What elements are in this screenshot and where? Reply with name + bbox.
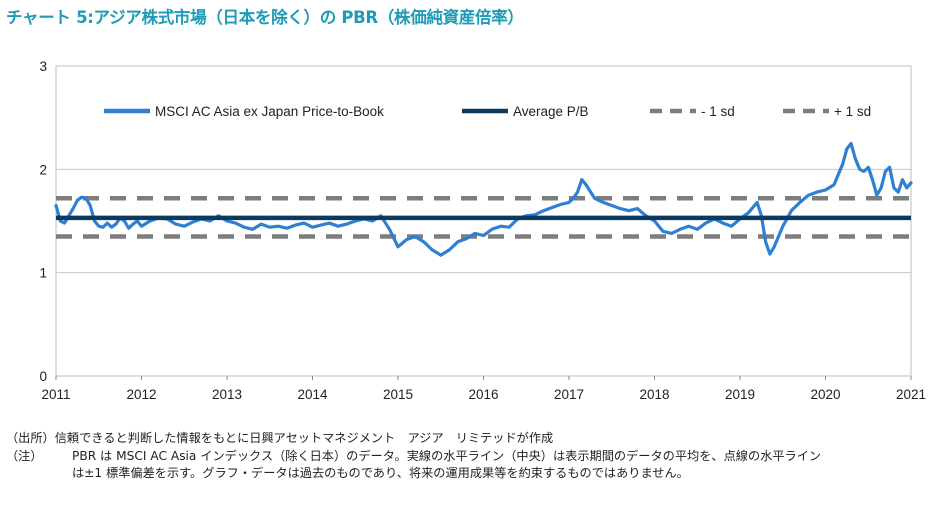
source-label: （出所） (6, 431, 55, 445)
legend-pb-label: MSCI AC Asia ex Japan Price-to-Book (155, 104, 384, 119)
note-text-1: PBR は MSCI AC Asia インデックス（除く日本）のデータ。実線の水… (72, 448, 822, 463)
chart-title: チャート 5:アジア株式市場（日本を除く）の PBR（株価純資産倍率） (6, 8, 524, 27)
y-tick-label: 0 (39, 369, 47, 384)
x-tick-label: 2012 (126, 387, 156, 402)
x-tick-label: 2018 (639, 387, 669, 402)
legend-plus-1sd-label: + 1 sd (834, 104, 871, 119)
x-tick-label: 2019 (725, 387, 755, 402)
legend-average-label: Average P/B (513, 104, 589, 119)
gridlines (56, 168, 911, 274)
axes: 0 1 2 3 2011 2012 2013 2014 2015 2016 2017 2018 2019… (39, 59, 926, 402)
y-tick-label: 1 (39, 266, 47, 281)
y-tick-label: 2 (39, 162, 47, 177)
note-line-1: （注） PBR は MSCI AC Asia インデックス（除く日本）のデータ。実… (6, 448, 936, 466)
y-tick-label: 3 (39, 59, 47, 74)
source-note: （出所） 信頼できると判断した情報をもとに日興アセットマネジメント アジア リミテ… (6, 430, 936, 448)
x-tick-label: 2013 (212, 387, 242, 402)
x-tick-label: 2015 (383, 387, 413, 402)
x-tick-label: 2021 (896, 387, 926, 402)
series-pb-line (54, 141, 913, 257)
x-tick-label: 2017 (554, 387, 584, 402)
reference-lines (56, 196, 911, 239)
x-tick-label: 2016 (468, 387, 498, 402)
x-tick-label: 2020 (810, 387, 840, 402)
note-text-2: は±1 標準偏差を示す。グラフ・データは過去のものであり、将来の運用成果等を約束… (72, 466, 689, 480)
legend: MSCI AC Asia ex Japan Price-to-Book Avera… (104, 104, 871, 119)
source-text: 信頼できると判断した情報をもとに日興アセットマネジメント アジア リミテッドが作… (54, 431, 554, 445)
x-tick-label: 2014 (297, 387, 328, 402)
legend-minus-1sd-label: - 1 sd (701, 104, 735, 119)
footnotes: （出所） 信頼できると判断した情報をもとに日興アセットマネジメント アジア リミテ… (6, 430, 936, 483)
note-line-2: は±1 標準偏差を示す。グラフ・データは過去のものであり、将来の運用成果等を約束… (6, 465, 936, 483)
note-label: （注） (6, 448, 43, 463)
series-lines (54, 141, 913, 257)
x-tick-label: 2011 (41, 387, 70, 402)
